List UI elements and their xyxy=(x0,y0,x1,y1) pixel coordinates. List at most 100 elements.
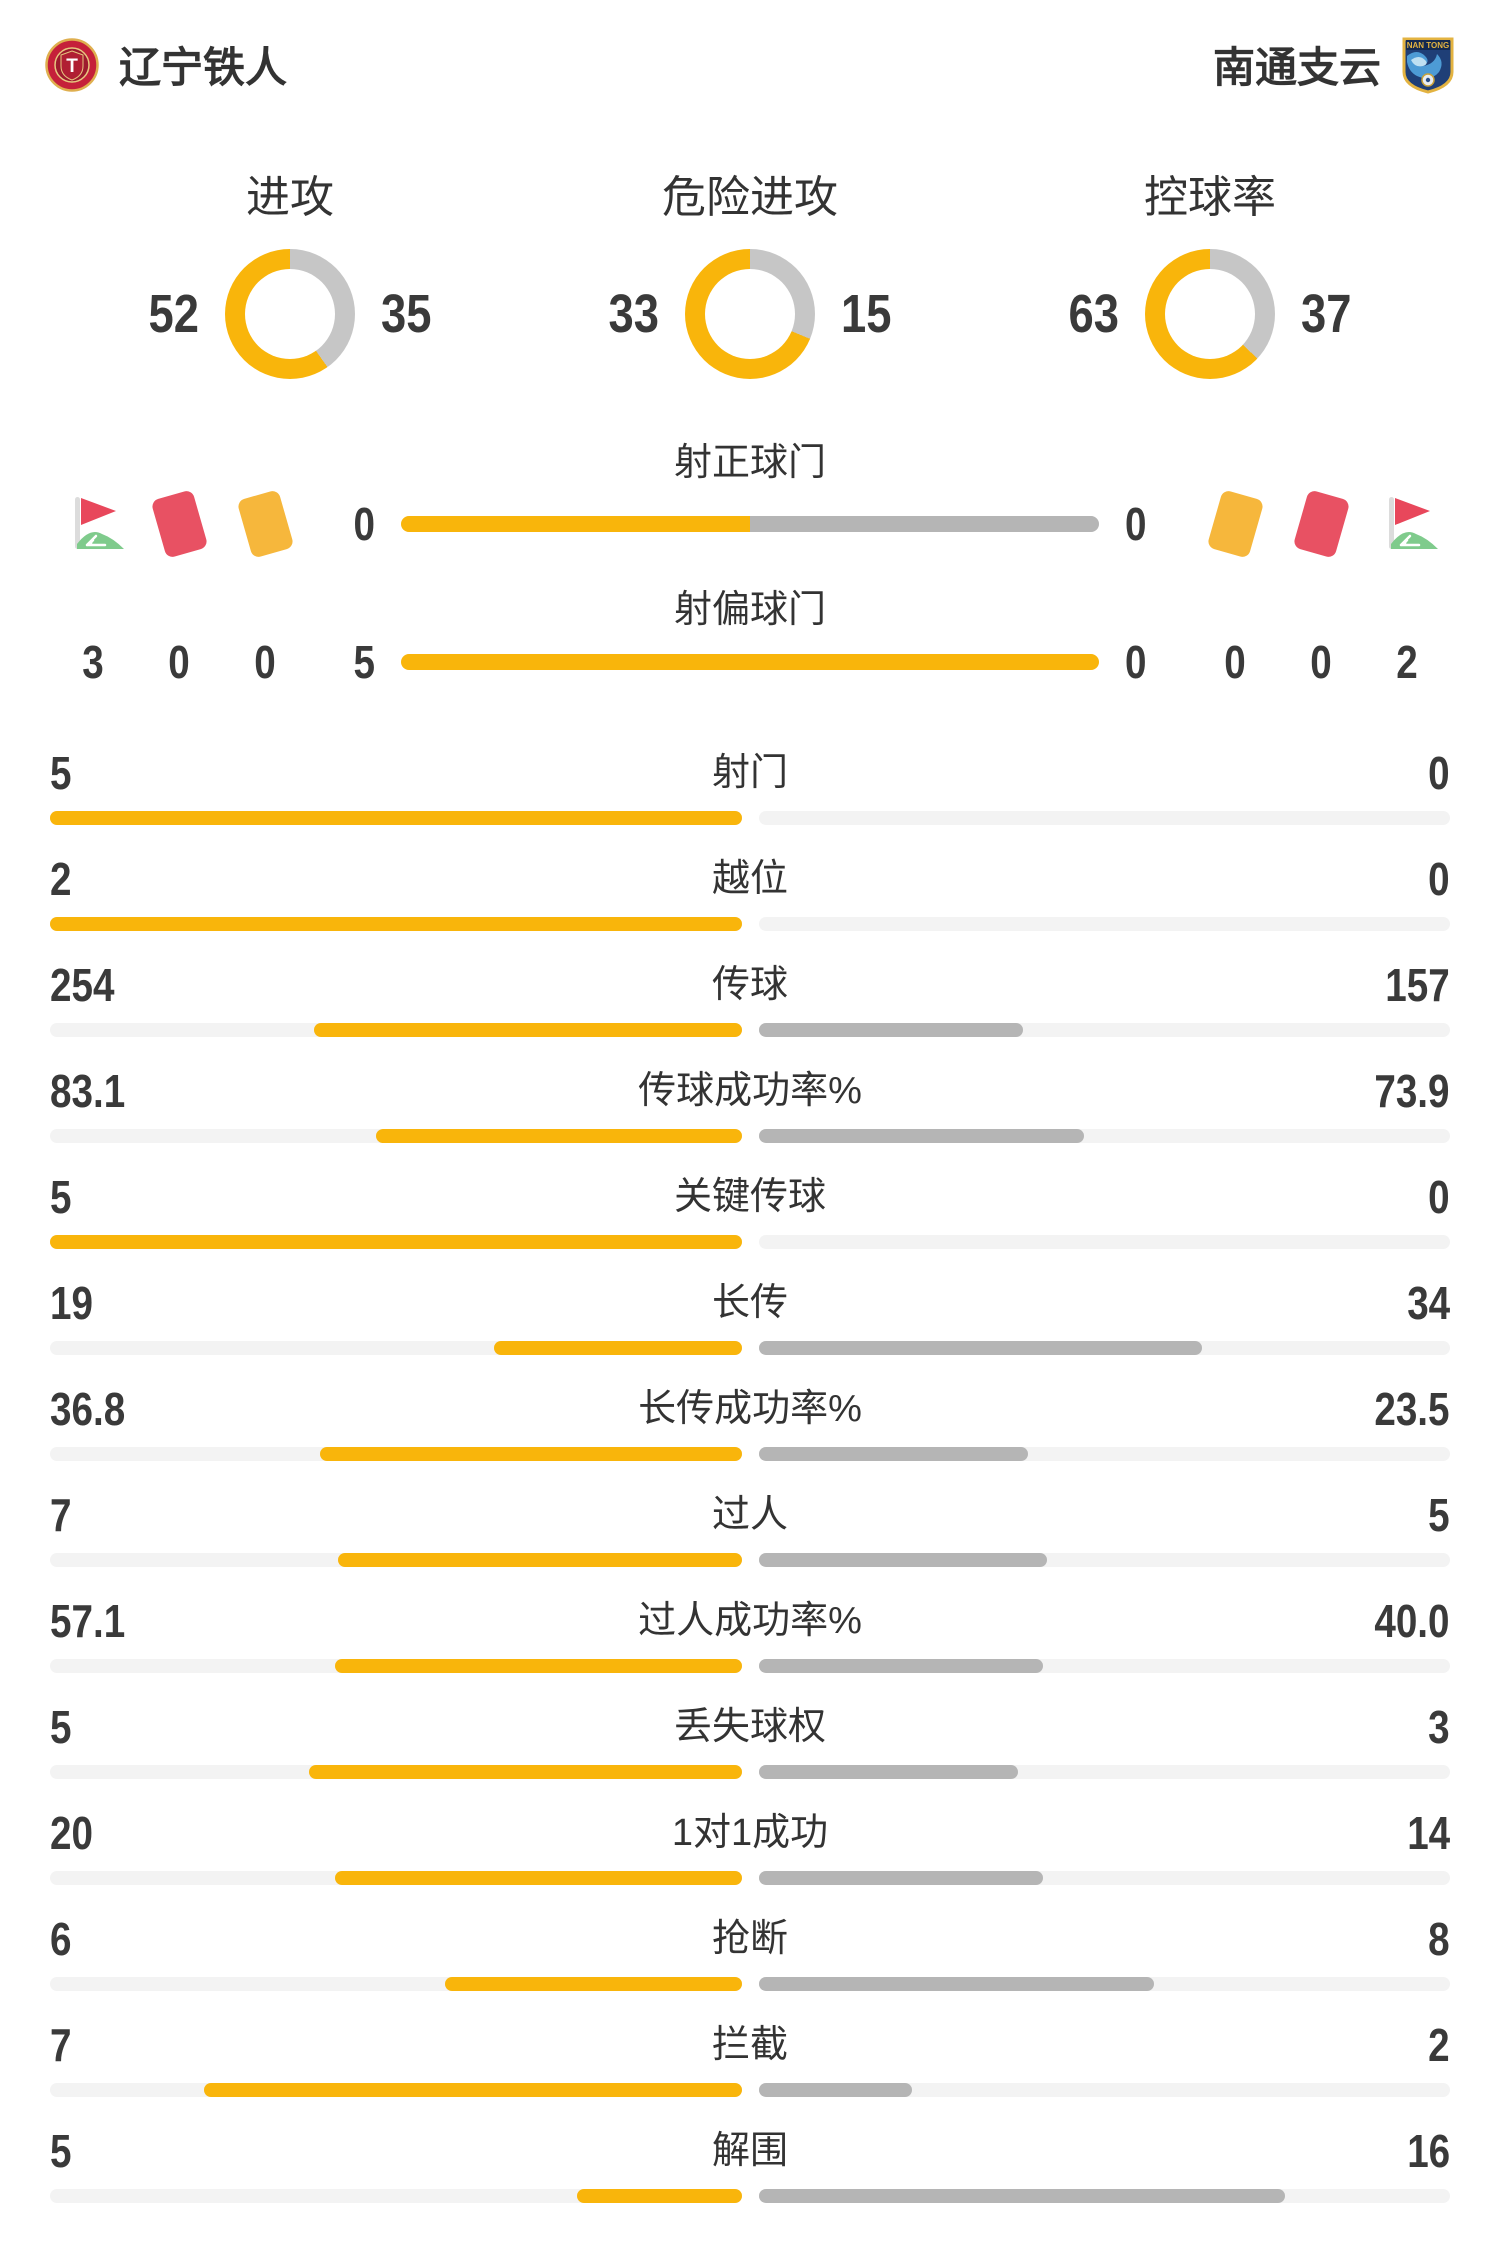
home-stat-bar xyxy=(50,1765,742,1779)
away-stat-bar xyxy=(758,1659,1450,1673)
stat-label: 传球成功率% xyxy=(638,1070,862,1112)
away-stat-bar xyxy=(758,1977,1450,1991)
yellow-card-icon xyxy=(236,489,294,559)
header: T 辽宁铁人 南通支云 NAN TONG xyxy=(0,0,1500,95)
away-shots-on-target-value: 0 xyxy=(1125,498,1147,550)
home-stat-value: 2 xyxy=(50,853,72,905)
home-stat-bar xyxy=(50,1871,742,1885)
away-stat-value: 8 xyxy=(1428,1913,1450,1965)
home-stat-value: 5 xyxy=(50,1171,72,1223)
stat-row-possession-lost: 5 丢失球权 3 xyxy=(50,1701,1450,1779)
home-stat-value: 36.8 xyxy=(50,1383,126,1435)
dangerous-attacks-donut-chart xyxy=(685,249,815,379)
stat-label: 解围 xyxy=(711,2130,788,2172)
corner-flag-icon xyxy=(75,497,124,549)
stat-label: 过人 xyxy=(711,1494,788,1536)
away-stat-bar xyxy=(758,917,1450,931)
stat-label: 过人成功率% xyxy=(638,1600,862,1642)
svg-text:NAN TONG: NAN TONG xyxy=(1407,41,1450,50)
stat-label: 关键传球 xyxy=(673,1176,826,1218)
home-stat-bar xyxy=(50,1129,742,1143)
home-stat-value: 5 xyxy=(50,2125,72,2177)
home-stat-value: 57.1 xyxy=(50,1595,126,1647)
away-stat-bar xyxy=(758,2189,1450,2203)
stat-row-interceptions: 7 拦截 2 xyxy=(50,2019,1450,2097)
home-stat-bar xyxy=(50,1553,742,1567)
away-possession-value: 37 xyxy=(1301,284,1352,344)
home-stat-bar xyxy=(50,1023,742,1037)
overview-donuts: 进攻 52 35 危险进攻 33 15 控球率 63 37 xyxy=(0,161,1500,379)
home-possession-value: 63 xyxy=(1068,284,1119,344)
away-discipline-counts: 0 0 2 xyxy=(1187,633,1455,691)
set-pieces-block: 射正球门 0 0 xyxy=(0,431,1500,691)
home-stat-value: 254 xyxy=(50,959,115,1011)
shots-on-target-bar xyxy=(401,516,1099,532)
away-corners-count: 2 xyxy=(1396,636,1418,688)
away-stat-bar xyxy=(758,2083,1450,2097)
stat-label: 长传成功率% xyxy=(638,1388,862,1430)
away-stat-bar xyxy=(758,1553,1450,1567)
away-stat-bar xyxy=(758,1023,1450,1037)
away-team-logo-icon: NAN TONG xyxy=(1402,37,1454,94)
away-stat-value: 0 xyxy=(1428,747,1450,799)
away-stat-value: 14 xyxy=(1407,1807,1450,1859)
home-corners-count: 3 xyxy=(82,636,104,688)
home-stat-value: 19 xyxy=(50,1277,93,1329)
shots-off-target-row: 5 0 xyxy=(339,633,1161,691)
away-dangerous-attacks-value: 15 xyxy=(841,284,892,344)
away-stat-bar xyxy=(758,1871,1450,1885)
home-stat-value: 7 xyxy=(50,2019,72,2071)
svg-text:T: T xyxy=(66,56,78,77)
away-stat-value: 0 xyxy=(1428,853,1450,905)
stat-label: 传球 xyxy=(711,964,788,1006)
stat-row-tackles: 6 抢断 8 xyxy=(50,1913,1450,1991)
home-team-logo-icon: T xyxy=(45,37,99,92)
stat-label: 1对1成功 xyxy=(671,1812,829,1854)
team-home: T 辽宁铁人 xyxy=(45,34,287,95)
stats-list: 5 射门 0 2 越位 0 254 传球 1 xyxy=(0,747,1500,2203)
donut-group-possession: 控球率 63 37 xyxy=(980,161,1440,379)
home-red-cards-count: 0 xyxy=(168,636,190,688)
home-stat-value: 20 xyxy=(50,1807,93,1859)
stat-row-one-on-one-wins: 20 1对1成功 14 xyxy=(50,1807,1450,1885)
shots-on-target-row: 0 0 xyxy=(339,486,1161,562)
home-stat-value: 5 xyxy=(50,747,72,799)
stat-label: 拦截 xyxy=(711,2024,788,2066)
home-stat-value: 7 xyxy=(50,1489,72,1541)
away-yellow-cards-count: 0 xyxy=(1224,636,1246,688)
home-discipline-counts: 3 0 0 xyxy=(45,633,313,691)
away-stat-value: 157 xyxy=(1385,959,1450,1011)
donut-group-dangerous-attacks: 危险进攻 33 15 xyxy=(520,161,980,379)
stat-row-key-passes: 5 关键传球 0 xyxy=(50,1171,1450,1249)
donut-label: 进攻 xyxy=(246,173,334,222)
donut-group-attacks: 进攻 52 35 xyxy=(60,161,520,379)
away-stat-value: 40.0 xyxy=(1374,1595,1450,1647)
away-stat-value: 2 xyxy=(1428,2019,1450,2071)
team-away: 南通支云 NAN TONG xyxy=(1213,34,1455,95)
home-stat-bar xyxy=(50,811,742,825)
away-stat-bar xyxy=(758,1341,1450,1355)
away-red-cards-count: 0 xyxy=(1310,636,1332,688)
shots-off-target-label: 射偏球门 xyxy=(673,589,826,631)
home-stat-bar xyxy=(50,1977,742,1991)
home-stat-bar xyxy=(50,2189,742,2203)
stat-row-clearances: 5 解围 16 xyxy=(50,2125,1450,2203)
possession-donut-chart xyxy=(1145,249,1275,379)
away-stat-bar xyxy=(758,1129,1450,1143)
home-attacks-value: 52 xyxy=(148,284,199,344)
away-stat-value: 0 xyxy=(1428,1171,1450,1223)
stat-label: 越位 xyxy=(711,858,788,900)
away-attacks-value: 35 xyxy=(381,284,432,344)
home-stat-value: 5 xyxy=(50,1701,72,1753)
shots-off-target-bar xyxy=(401,654,1099,670)
red-card-icon xyxy=(150,489,208,559)
away-stat-bar xyxy=(758,1235,1450,1249)
yellow-card-icon xyxy=(1206,489,1264,559)
away-shots-off-target-value: 0 xyxy=(1125,636,1147,688)
away-stat-bar xyxy=(758,811,1450,825)
home-stat-bar xyxy=(50,1235,742,1249)
away-stat-value: 3 xyxy=(1428,1701,1450,1753)
stat-row-long-ball-accuracy: 36.8 长传成功率% 23.5 xyxy=(50,1383,1450,1461)
home-stat-bar xyxy=(50,1659,742,1673)
